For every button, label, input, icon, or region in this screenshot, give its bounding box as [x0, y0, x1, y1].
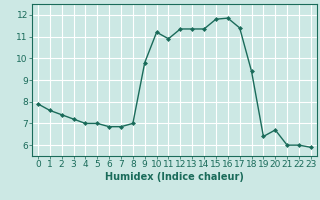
X-axis label: Humidex (Indice chaleur): Humidex (Indice chaleur): [105, 172, 244, 182]
